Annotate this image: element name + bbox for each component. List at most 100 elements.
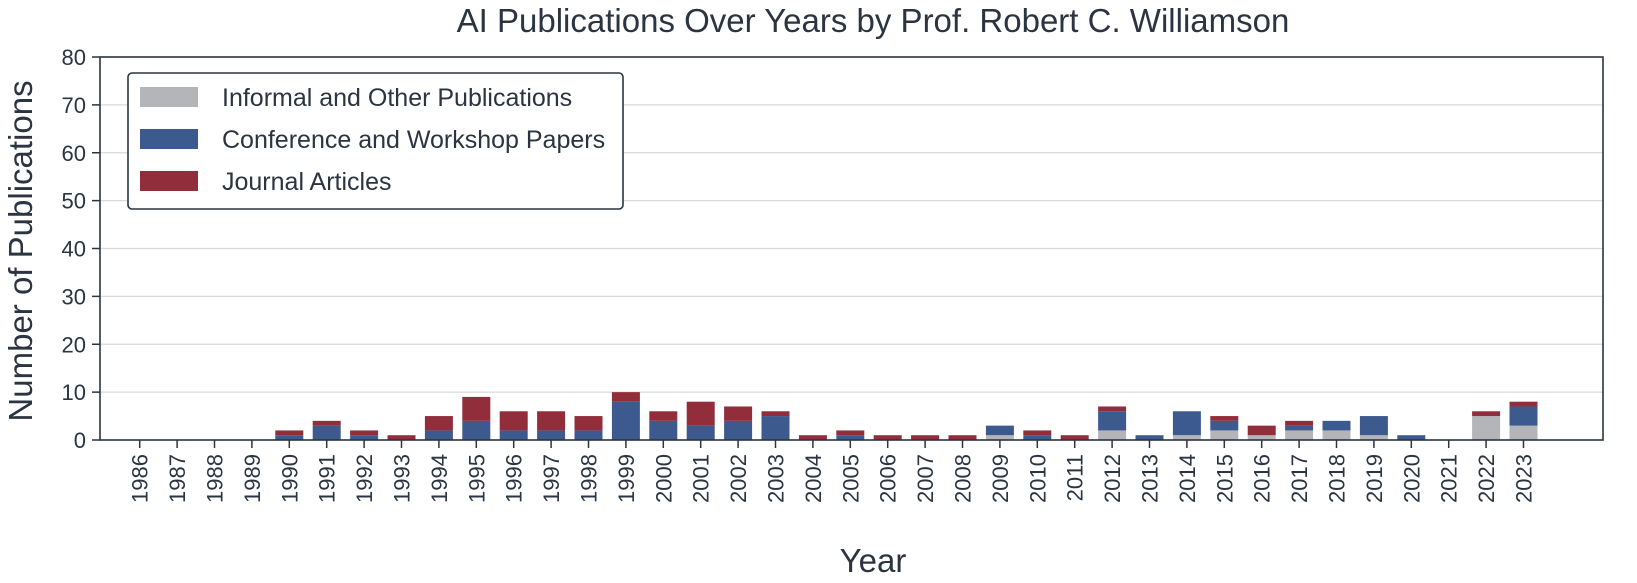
bar-segment bbox=[798, 435, 827, 440]
bar-segment bbox=[1322, 430, 1351, 440]
bar-segment bbox=[873, 435, 902, 440]
y-tick-label: 60 bbox=[62, 141, 86, 166]
bar-segment bbox=[1509, 406, 1538, 426]
bar-segment bbox=[1285, 420, 1314, 426]
legend-swatch bbox=[140, 171, 198, 191]
x-tick-label: 2006 bbox=[876, 454, 901, 503]
bar-segment bbox=[1472, 411, 1501, 417]
x-tick-label: 2012 bbox=[1100, 454, 1125, 503]
bar-segment bbox=[1247, 425, 1276, 436]
x-tick-label: 2007 bbox=[913, 454, 938, 503]
bar-segment bbox=[761, 416, 790, 440]
bar-segment bbox=[1023, 430, 1052, 436]
legend-swatch bbox=[140, 87, 198, 107]
x-tick-label: 2019 bbox=[1362, 454, 1387, 503]
x-tick-label: 2000 bbox=[651, 454, 676, 503]
x-axis-label: Year bbox=[840, 542, 907, 579]
legend-label: Conference and Workshop Papers bbox=[222, 126, 605, 154]
x-axis: 1986 1987 1988 1989 1990 1991 1992 1993 1994 1995… bbox=[128, 440, 1537, 503]
y-tick-label: 50 bbox=[62, 189, 86, 214]
bar-segment bbox=[1098, 411, 1127, 431]
bar-segment bbox=[499, 430, 528, 440]
bar-segment bbox=[1060, 435, 1089, 440]
bar-segment bbox=[1135, 435, 1164, 440]
x-tick-label: 2005 bbox=[838, 454, 863, 503]
x-tick-label: 2002 bbox=[726, 454, 751, 503]
x-tick-label: 2016 bbox=[1250, 454, 1275, 503]
bar-segment bbox=[499, 411, 528, 431]
x-tick-label: 2023 bbox=[1512, 454, 1537, 503]
bar-segment bbox=[1285, 430, 1314, 440]
y-tick-label: 80 bbox=[62, 45, 86, 70]
bar-segment bbox=[1098, 430, 1127, 440]
bars bbox=[275, 392, 1538, 440]
x-tick-label: 1991 bbox=[315, 454, 340, 503]
x-tick-label: 1998 bbox=[577, 454, 602, 503]
bar-segment bbox=[312, 420, 341, 426]
bar-segment bbox=[1098, 406, 1127, 412]
x-tick-label: 1997 bbox=[539, 454, 564, 503]
x-tick-label: 2004 bbox=[801, 454, 826, 503]
bar-segment bbox=[1509, 401, 1538, 407]
bar-segment bbox=[1172, 411, 1201, 436]
bar-segment bbox=[1247, 435, 1276, 440]
x-tick-label: 1994 bbox=[427, 454, 452, 503]
y-axis: 0 10 20 30 40 50 60 70 80 bbox=[62, 45, 100, 453]
x-tick-label: 2018 bbox=[1325, 454, 1350, 503]
x-tick-label: 2008 bbox=[951, 454, 976, 503]
bar-segment bbox=[537, 411, 566, 431]
bar-segment bbox=[275, 435, 304, 440]
bar-segment bbox=[1359, 435, 1388, 440]
x-tick-label: 1987 bbox=[165, 454, 190, 503]
bar-segment bbox=[836, 430, 865, 436]
bar-segment bbox=[462, 396, 491, 421]
bar-segment bbox=[1210, 430, 1239, 440]
x-tick-label: 2009 bbox=[988, 454, 1013, 503]
bar-segment bbox=[1509, 425, 1538, 440]
x-tick-label: 2001 bbox=[689, 454, 714, 503]
bar-segment bbox=[1322, 420, 1351, 431]
x-tick-label: 1996 bbox=[502, 454, 527, 503]
x-tick-label: 1989 bbox=[240, 454, 265, 503]
y-tick-label: 70 bbox=[62, 93, 86, 118]
bar-segment bbox=[1359, 416, 1388, 436]
bar-segment bbox=[724, 406, 753, 421]
bar-segment bbox=[724, 420, 753, 440]
bar-segment bbox=[312, 425, 341, 440]
bar-segment bbox=[836, 435, 865, 440]
y-tick-label: 10 bbox=[62, 380, 86, 405]
x-tick-label: 2014 bbox=[1175, 454, 1200, 503]
bar-segment bbox=[424, 416, 453, 431]
bar-segment bbox=[611, 392, 640, 402]
bar-segment bbox=[985, 435, 1014, 440]
x-tick-label: 2010 bbox=[1025, 454, 1050, 503]
bar-segment bbox=[387, 435, 416, 440]
bar-segment bbox=[948, 435, 977, 440]
bar-segment bbox=[350, 430, 379, 436]
x-tick-label: 2020 bbox=[1399, 454, 1424, 503]
legend-box bbox=[127, 72, 624, 210]
chart-title: AI Publications Over Years by Prof. Robe… bbox=[457, 2, 1290, 39]
bar-segment bbox=[611, 401, 640, 440]
x-tick-label: 1992 bbox=[352, 454, 377, 503]
x-tick-label: 2015 bbox=[1212, 454, 1237, 503]
y-axis-label: Number of Publications bbox=[2, 80, 39, 421]
y-tick-label: 20 bbox=[62, 332, 86, 357]
bar-segment bbox=[424, 430, 453, 440]
bar-segment bbox=[1397, 435, 1426, 440]
x-tick-label: 2011 bbox=[1063, 454, 1088, 501]
bar-segment bbox=[686, 401, 715, 426]
bar-segment bbox=[1210, 416, 1239, 421]
bar-segment bbox=[1023, 435, 1052, 440]
bar-segment bbox=[1285, 425, 1314, 431]
x-tick-label: 2021 bbox=[1437, 454, 1462, 503]
bar-segment bbox=[911, 435, 940, 440]
x-tick-label: 2017 bbox=[1287, 454, 1312, 503]
x-tick-label: 2003 bbox=[764, 454, 789, 503]
bar-segment bbox=[1472, 416, 1501, 440]
x-tick-label: 1990 bbox=[277, 454, 302, 503]
legend-label: Informal and Other Publications bbox=[222, 84, 572, 112]
y-tick-label: 0 bbox=[74, 428, 86, 453]
x-tick-label: 1995 bbox=[464, 454, 489, 503]
bar-segment bbox=[649, 420, 678, 440]
